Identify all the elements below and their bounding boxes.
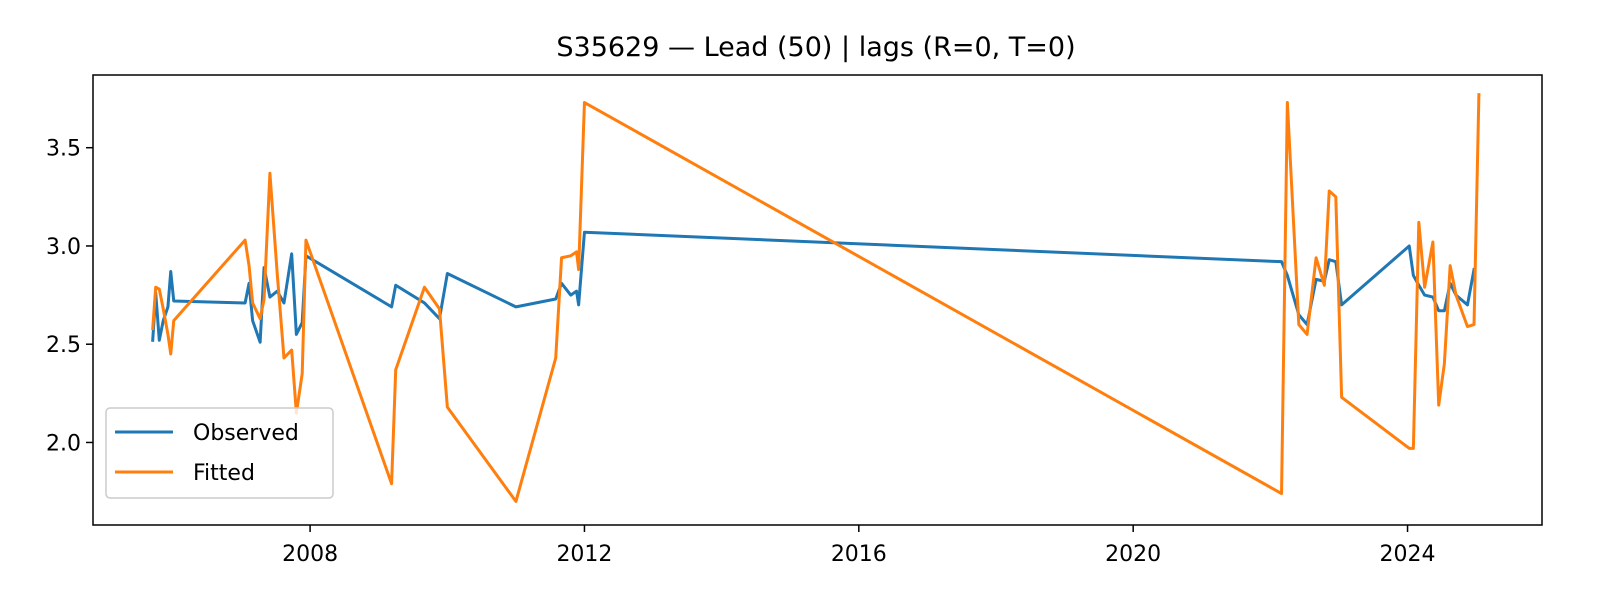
x-tick-label: 2012 bbox=[556, 542, 612, 567]
x-tick-label: 2020 bbox=[1105, 542, 1161, 567]
legend-label-fitted: Fitted bbox=[193, 461, 255, 486]
y-tick-label: 2.0 bbox=[46, 431, 81, 456]
y-tick-label: 3.0 bbox=[46, 235, 81, 260]
series-line-fitted bbox=[151, 93, 1481, 503]
series-layer bbox=[151, 93, 1481, 503]
x-axis: 2008 2012 2016 2020 2024 bbox=[282, 525, 1436, 567]
x-tick-label: 2008 bbox=[282, 542, 338, 567]
plot-background bbox=[93, 75, 1542, 525]
y-tick-label: 2.5 bbox=[46, 333, 81, 358]
axes-frame bbox=[92, 74, 1543, 526]
y-tick-label: 3.5 bbox=[46, 137, 81, 162]
x-tick-label: 2016 bbox=[831, 542, 887, 567]
legend: Observed Fitted bbox=[105, 407, 334, 499]
y-axis: 2.0 2.5 3.0 3.5 bbox=[46, 137, 93, 456]
chart-title: S35629 — Lead (50) | lags (R=0, T=0) bbox=[556, 32, 1075, 63]
plot-area bbox=[92, 74, 1543, 526]
x-tick-label: 2024 bbox=[1380, 542, 1436, 567]
legend-label-observed: Observed bbox=[193, 421, 299, 446]
